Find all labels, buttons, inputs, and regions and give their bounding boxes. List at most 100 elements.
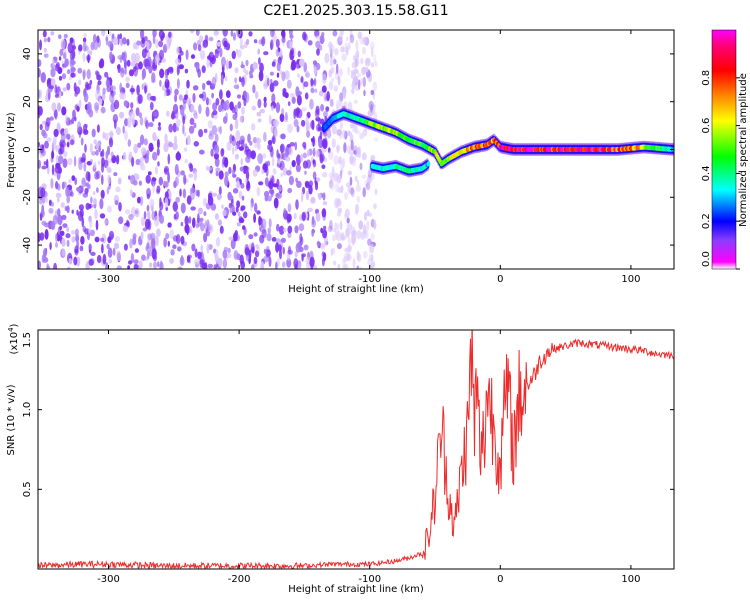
heatmap-cell — [102, 253, 107, 265]
heatmap-cell — [43, 53, 49, 58]
heatmap-cell — [38, 142, 41, 147]
colorbar-tick-label: 0.8 — [701, 70, 712, 86]
heatmap-cell — [174, 176, 179, 187]
x-tick-label: -200 — [228, 274, 251, 285]
heatmap-cell — [210, 51, 214, 58]
heatmap-cell — [216, 257, 220, 265]
heatmap-cell — [282, 261, 286, 268]
heatmap-cell — [253, 39, 258, 44]
heatmap-cell — [287, 245, 292, 255]
heatmap-cell — [157, 261, 160, 268]
heatmap-cell — [88, 203, 92, 209]
heatmap-cell — [101, 174, 104, 186]
heatmap-cell — [323, 225, 327, 231]
heatmap-cell — [254, 250, 260, 258]
heatmap-cell — [119, 111, 125, 119]
colorbar-gradient — [711, 29, 737, 270]
heatmap-cell — [359, 78, 364, 86]
heatmap-cell — [222, 156, 227, 166]
heatmap-cell — [370, 262, 375, 269]
heatmap-cell — [299, 233, 303, 243]
heatmap-cell — [339, 220, 343, 231]
heatmap-cell — [57, 197, 60, 203]
heatmap-cell — [107, 174, 111, 185]
heatmap-cell — [327, 147, 331, 154]
heatmap-cell — [66, 226, 70, 233]
heatmap-cell — [154, 55, 158, 66]
heatmap-cell — [285, 155, 291, 162]
heatmap-cell — [184, 158, 188, 164]
heatmap-cell — [67, 157, 73, 166]
heatmap-cell — [287, 123, 293, 133]
heatmap-cell — [96, 124, 100, 133]
heatmap-cell — [152, 132, 157, 141]
heatmap-cell — [214, 157, 220, 168]
heatmap-cell — [202, 197, 207, 207]
heatmap-cell — [61, 237, 66, 247]
heatmap-cell — [249, 140, 253, 146]
heatmap-cell — [175, 152, 182, 161]
heatmap-cell — [206, 80, 212, 86]
heatmap-cell — [298, 223, 305, 232]
heatmap-cell — [66, 82, 71, 91]
heatmap-cell — [237, 49, 242, 58]
heatmap-cell — [141, 48, 147, 59]
heatmap-cell — [347, 183, 351, 195]
heatmap-cell — [138, 112, 143, 118]
heatmap-cell — [251, 123, 256, 131]
heatmap-cell — [339, 68, 343, 77]
heatmap-cell — [182, 123, 185, 135]
heatmap-cell — [91, 151, 97, 156]
heatmap-cell — [124, 130, 128, 141]
heatmap-cell — [272, 168, 277, 175]
heatmap-cell — [208, 133, 214, 140]
heatmap-cell — [151, 210, 156, 221]
heatmap-cell — [172, 201, 178, 212]
x-tick-label: -100 — [358, 274, 381, 285]
heatmap-cell — [349, 187, 354, 195]
bottom-y-axis-label: SNR (10 * v/v) — [6, 384, 17, 455]
heatmap-cell — [370, 233, 375, 241]
heatmap-cell — [310, 87, 315, 94]
heatmap-cell — [41, 220, 47, 226]
heatmap-cell — [190, 189, 195, 201]
heatmap-cell — [79, 208, 84, 218]
heatmap-cell — [261, 169, 265, 174]
heatmap-cell — [336, 129, 343, 136]
heatmap-cell — [308, 184, 313, 195]
heatmap-cell — [241, 76, 245, 87]
heatmap-cell — [175, 126, 179, 132]
heatmap-cell — [167, 172, 171, 183]
heatmap-cell — [345, 263, 348, 269]
heatmap-cell — [177, 266, 183, 269]
heatmap-cell — [321, 164, 326, 169]
heatmap-cell — [294, 225, 299, 234]
heatmap-cell — [66, 141, 70, 148]
heatmap-cell — [262, 153, 267, 159]
heatmap-cell — [304, 92, 309, 100]
heatmap-cell — [366, 209, 370, 217]
heatmap-cell — [114, 236, 121, 242]
heatmap-cell — [213, 30, 219, 36]
heatmap-cell — [279, 249, 282, 260]
heatmap-cell — [197, 208, 203, 214]
y-tick-label: 0.5 — [22, 481, 33, 497]
heatmap-cell — [101, 157, 105, 167]
heatmap-cell — [101, 92, 106, 101]
heatmap-cell — [57, 208, 61, 217]
heatmap-cell — [57, 214, 63, 226]
heatmap-cell — [148, 122, 154, 128]
heatmap-cell — [237, 211, 241, 217]
heatmap-cell — [130, 52, 137, 63]
heatmap-cell — [362, 187, 367, 198]
heatmap-cell — [95, 219, 99, 231]
heatmap-cell — [261, 36, 265, 47]
heatmap-cell — [245, 170, 250, 181]
heatmap-cell — [295, 242, 301, 253]
heatmap-cell — [78, 79, 82, 86]
heatmap-cell — [329, 98, 334, 107]
heatmap-cell — [113, 172, 118, 177]
heatmap-cell — [146, 193, 150, 200]
heatmap-cell — [309, 256, 315, 268]
